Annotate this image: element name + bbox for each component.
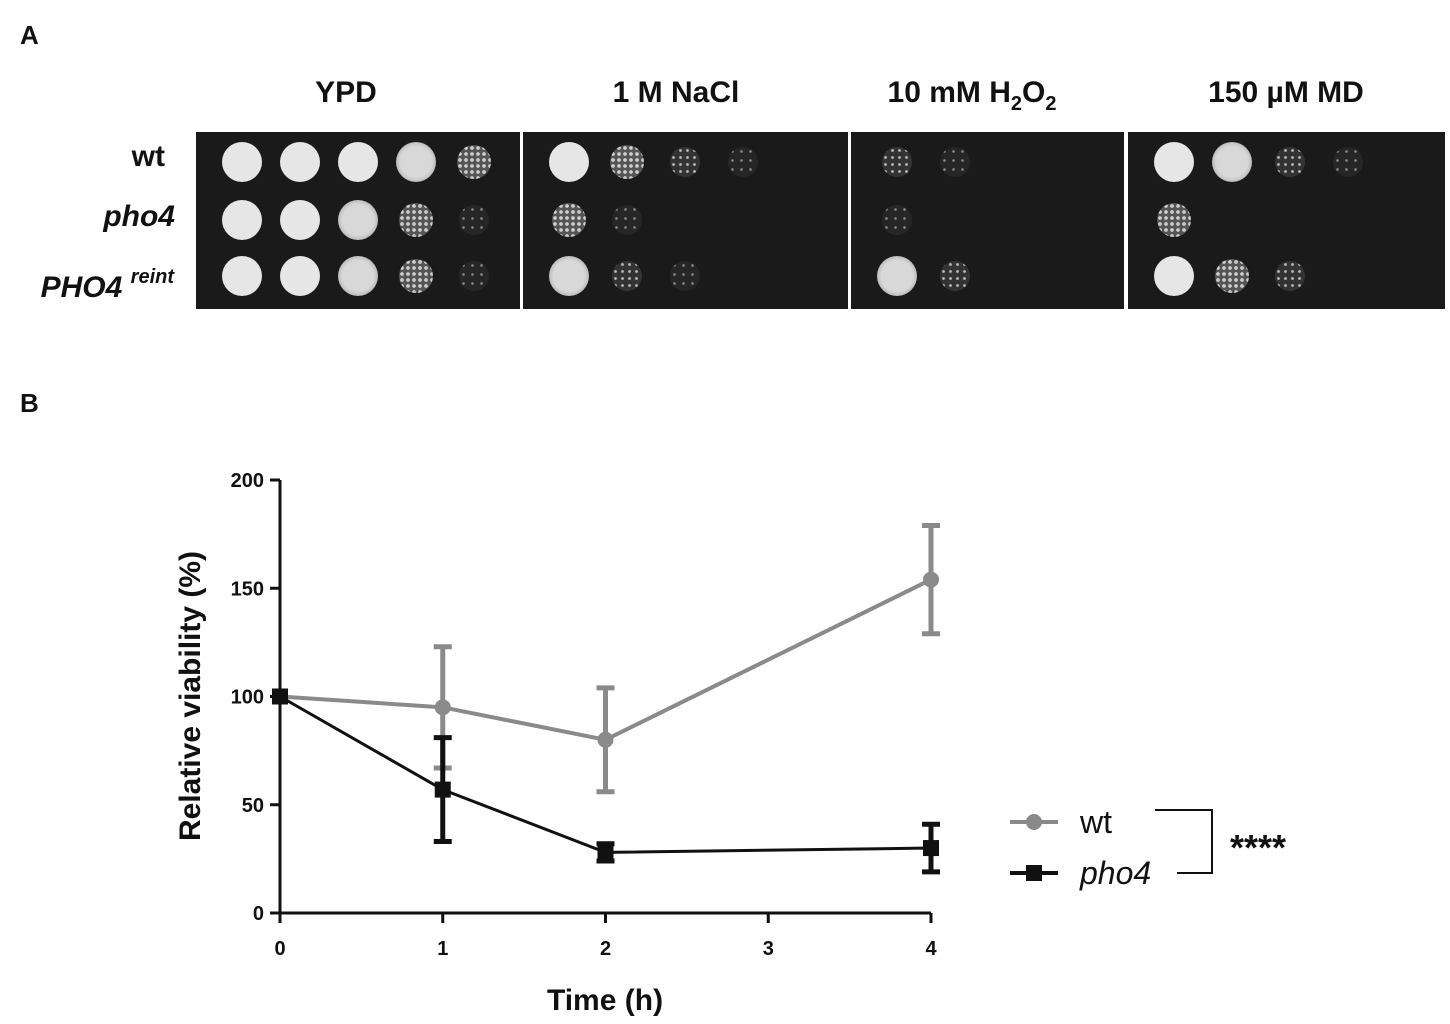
series-line-pho4 <box>279 695 932 854</box>
colony-spot-ypd-row1-dil2 <box>280 142 320 182</box>
colony-spot-ypd-row2-dil3 <box>338 200 378 240</box>
colony-spot-nacl-row1-dil3 <box>670 147 700 177</box>
colony-spot-ypd-row3-dil5 <box>459 261 489 291</box>
colony-spot-ypd-row3-dil1 <box>222 256 262 296</box>
colony-spot-h2o2-row2-dil1 <box>882 205 912 235</box>
colony-spot-md-row1-dil3 <box>1275 147 1305 177</box>
legend-marker-pho4 <box>1026 865 1042 881</box>
plate-md <box>1128 132 1445 309</box>
x-tick-label-2: 2 <box>600 938 611 960</box>
x-tick-label-0: 0 <box>274 938 285 960</box>
colony-spot-h2o2-row1-dil1 <box>882 147 912 177</box>
y-axis-title: Relative viability (%) <box>174 551 207 841</box>
point-pho4-0 <box>272 688 288 705</box>
colony-spot-ypd-row1-dil4 <box>396 142 436 182</box>
condition-label-ypd: YPD <box>315 76 377 109</box>
colony-spot-ypd-row2-dil1 <box>222 200 262 240</box>
colony-spot-ypd-row1-dil3 <box>338 142 378 182</box>
plate-h2o2 <box>851 132 1124 309</box>
legend-marker-wt <box>1026 814 1042 830</box>
condition-label-h2o2: 10 mM H2O2 <box>887 76 1057 115</box>
colony-spot-ypd-row2-dil5 <box>459 205 489 235</box>
colony-spot-md-row2-dil1 <box>1157 203 1191 237</box>
plate-ypd <box>196 132 520 309</box>
legend-label-wt: wt <box>1079 804 1112 840</box>
y-tick-label-0: 0 <box>253 903 264 925</box>
colony-spot-md-row3-dil2 <box>1215 259 1249 293</box>
colony-spot-nacl-row2-dil1 <box>552 203 586 237</box>
series-wt <box>272 522 940 795</box>
condition-label-nacl: 1 M NaCl <box>612 76 740 109</box>
colony-spot-ypd-row3-dil4 <box>399 259 433 293</box>
x-tick-label-3: 3 <box>763 938 774 960</box>
colony-spot-ypd-row2-dil4 <box>399 203 433 237</box>
significance-label: **** <box>1230 827 1286 868</box>
colony-spot-md-row3-dil3 <box>1275 261 1305 291</box>
legend-label-pho4: pho4 <box>1079 855 1151 891</box>
x-tick-label-1: 1 <box>437 938 448 960</box>
colony-spot-nacl-row1-dil1 <box>549 142 589 182</box>
colony-spot-nacl-row1-dil4 <box>728 147 758 177</box>
colony-spot-ypd-row3-dil3 <box>338 256 378 296</box>
colony-spot-nacl-row2-dil2 <box>612 205 642 235</box>
strain-label-wt: wt <box>131 140 165 173</box>
strain-label-pho4-reint: PHO4 reint <box>40 266 174 304</box>
series-pho4 <box>272 688 940 875</box>
colony-spot-md-row3-dil1 <box>1154 256 1194 296</box>
colony-spot-nacl-row3-dil2 <box>612 261 642 291</box>
point-wt-1 <box>434 699 451 716</box>
series-line-wt <box>279 577 932 742</box>
chart-series <box>272 522 940 875</box>
x-axis-title: Time (h) <box>547 984 663 1017</box>
y-tick-label-50: 50 <box>242 795 264 817</box>
colony-spot-md-row1-dil1 <box>1154 142 1194 182</box>
panel-a-letter: A <box>20 20 39 50</box>
colony-spot-h2o2-row1-dil2 <box>940 147 970 177</box>
point-pho4-2 <box>597 844 614 861</box>
panel-b-letter: B <box>20 388 39 418</box>
condition-label-md: 150 µM MD <box>1208 76 1364 109</box>
point-pho4-3 <box>923 840 939 857</box>
colony-spot-nacl-row3-dil3 <box>670 261 700 291</box>
colony-spot-ypd-row1-dil5 <box>457 145 491 179</box>
y-tick-label-100: 100 <box>231 687 264 709</box>
significance-bracket: **** <box>1155 809 1286 874</box>
point-wt-3 <box>923 571 939 588</box>
y-tick-label-200: 200 <box>231 470 264 492</box>
colony-spot-md-row1-dil4 <box>1333 147 1363 177</box>
chart-legend: wt pho4 <box>1010 804 1151 891</box>
colony-spot-nacl-row1-dil2 <box>610 145 644 179</box>
colony-spot-ypd-row1-dil1 <box>222 142 262 182</box>
x-tick-label-4: 4 <box>925 938 937 960</box>
colony-spot-nacl-row3-dil1 <box>549 256 589 296</box>
colony-spot-md-row1-dil2 <box>1212 142 1252 182</box>
y-tick-label-150: 150 <box>231 578 264 600</box>
plate-nacl <box>523 132 848 309</box>
point-wt-2 <box>597 731 614 748</box>
strain-label-pho4: pho4 <box>103 200 175 233</box>
colony-spot-ypd-row2-dil2 <box>280 200 320 240</box>
chart-axes: 0 50 100 150 200 0 1 2 3 4 <box>231 470 938 960</box>
point-pho4-1 <box>434 781 451 798</box>
colony-spot-ypd-row3-dil2 <box>280 256 320 296</box>
colony-spot-h2o2-row3-dil2 <box>940 261 970 291</box>
colony-spot-h2o2-row3-dil1 <box>877 256 917 296</box>
